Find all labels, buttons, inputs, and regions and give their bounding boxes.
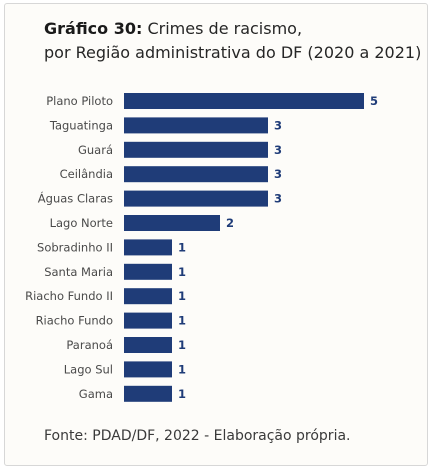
value-label: 5 — [370, 94, 378, 108]
title-line1: Crimes de racismo, — [147, 19, 303, 38]
category-label: Plano Piloto — [46, 94, 113, 108]
category-label: Lago Sul — [64, 362, 113, 376]
bar — [124, 312, 172, 329]
chart-card — [4, 3, 428, 466]
value-label: 1 — [178, 362, 186, 376]
bars-group: Plano Piloto 5 Taguatinga 3 Guará 3 Ceilândia 3… — [25, 93, 378, 402]
value-label: 3 — [274, 143, 282, 157]
chart-title: Gráfico 30: Crimes de racismo, por Região… — [44, 17, 424, 65]
bar — [124, 385, 172, 402]
category-label: Santa Maria — [44, 265, 113, 279]
category-label: Lago Norte — [50, 216, 113, 230]
bar — [124, 166, 268, 183]
category-label: Riacho Fundo — [36, 314, 113, 328]
bar — [124, 190, 268, 207]
bar-chart: Plano Piloto 5 Taguatinga 3 Guará 3 Ceilândia 3… — [25, 93, 378, 402]
value-label: 3 — [274, 192, 282, 206]
bar — [124, 117, 268, 134]
bar — [124, 93, 364, 109]
bar — [124, 215, 220, 231]
bar — [124, 141, 268, 158]
bar — [124, 263, 172, 280]
category-label: Sobradinho II — [37, 240, 113, 254]
bar — [124, 239, 172, 256]
source-note: Fonte: PDAD/DF, 2022 - Elaboração própri… — [44, 428, 351, 444]
bar — [124, 337, 172, 353]
bar — [124, 361, 172, 378]
category-label: Águas Claras — [38, 191, 113, 206]
value-label: 1 — [178, 240, 186, 254]
value-label: 1 — [178, 387, 186, 401]
value-label: 2 — [226, 216, 234, 230]
value-label: 1 — [178, 338, 186, 352]
category-label: Ceilândia — [60, 167, 113, 181]
bar — [124, 288, 172, 305]
title-prefix: Gráfico 30: — [44, 19, 143, 38]
category-label: Guará — [78, 143, 113, 157]
value-label: 1 — [178, 314, 186, 328]
value-label: 3 — [274, 118, 282, 132]
category-label: Riacho Fundo II — [25, 289, 113, 303]
category-label: Paranoá — [66, 338, 113, 352]
value-label: 3 — [274, 167, 282, 181]
value-label: 1 — [178, 265, 186, 279]
title-line2: por Região administrativa do DF (2020 a … — [44, 43, 422, 62]
category-label: Gama — [79, 387, 113, 401]
value-label: 1 — [178, 289, 186, 303]
category-label: Taguatinga — [49, 118, 113, 132]
